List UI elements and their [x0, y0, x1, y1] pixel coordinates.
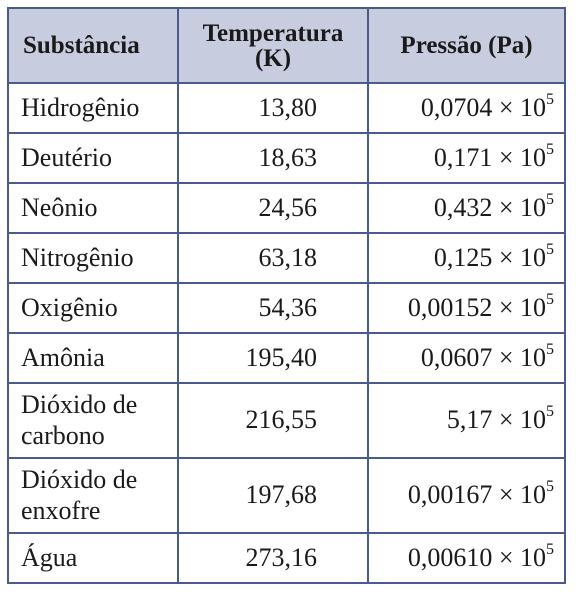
substance-cell: Dióxido de enxofre	[7, 457, 179, 534]
pressure-times-base: × 10	[498, 143, 546, 172]
temperature-cell: 216,55	[177, 382, 369, 459]
table-row: Deutério 18,63 0,171 × 105	[7, 132, 566, 184]
header-substance: Substância	[7, 7, 179, 84]
pressure-times-base: × 10	[498, 243, 546, 272]
pressure-cell: 0,432 × 105	[367, 182, 566, 234]
pressure-mantissa: 0,0704	[420, 93, 493, 122]
pressure-mantissa: 0,432	[433, 193, 493, 222]
pressure-exponent: 5	[546, 478, 554, 496]
temperature-cell: 195,40	[177, 332, 369, 384]
substance-cell: Nitrogênio	[7, 232, 179, 284]
header-pressure: Pressão (Pa)	[367, 7, 566, 84]
pressure-mantissa: 0,00152	[407, 293, 493, 322]
substance-cell: Deutério	[7, 132, 179, 184]
triple-point-table-container: Substância Temperatura (K) Pressão (Pa) …	[7, 7, 566, 584]
table-row: Nitrogênio 63,18 0,125 × 105	[7, 232, 566, 284]
table-row: Dióxido de enxofre 197,68 0,00167 × 105	[7, 457, 566, 534]
pressure-cell: 0,00610 × 105	[367, 532, 566, 584]
pressure-times-base: × 10	[498, 543, 546, 572]
pressure-mantissa: 0,125	[433, 243, 493, 272]
table-row: Dióxido de carbono 216,55 5,17 × 105	[7, 382, 566, 459]
pressure-mantissa: 0,00167	[407, 480, 493, 510]
table-body: Hidrogênio 13,80 0,0704 × 105 Deutério 1…	[7, 82, 566, 584]
pressure-cell: 0,0704 × 105	[367, 82, 566, 134]
table-header: Substância Temperatura (K) Pressão (Pa)	[7, 7, 566, 84]
pressure-mantissa: 0,0607	[420, 343, 493, 372]
header-row: Substância Temperatura (K) Pressão (Pa)	[7, 7, 566, 84]
pressure-exponent: 5	[546, 141, 554, 158]
pressure-cell: 5,17 × 105	[367, 382, 566, 459]
header-temperature: Temperatura (K)	[177, 7, 369, 84]
pressure-cell: 0,125 × 105	[367, 232, 566, 284]
table-row: Amônia 195,40 0,0607 × 105	[7, 332, 566, 384]
temperature-cell: 63,18	[177, 232, 369, 284]
substance-cell: Oxigênio	[7, 282, 179, 334]
pressure-exponent: 5	[546, 291, 554, 308]
pressure-cell: 0,171 × 105	[367, 132, 566, 184]
temperature-cell: 273,16	[177, 532, 369, 584]
pressure-times-base: × 10	[498, 293, 546, 322]
pressure-cell: 0,00152 × 105	[367, 282, 566, 334]
pressure-mantissa: 5,17	[446, 405, 493, 435]
table-row: Oxigênio 54,36 0,00152 × 105	[7, 282, 566, 334]
temperature-cell: 13,80	[177, 82, 369, 134]
pressure-cell: 0,00167 × 105	[367, 457, 566, 534]
pressure-times-base: × 10	[498, 405, 546, 435]
pressure-times-base: × 10	[498, 343, 546, 372]
pressure-exponent: 5	[546, 91, 554, 108]
substance-cell: Água	[7, 532, 179, 584]
pressure-mantissa: 0,171	[433, 143, 493, 172]
temperature-cell: 24,56	[177, 182, 369, 234]
pressure-exponent: 5	[546, 541, 554, 558]
pressure-exponent: 5	[546, 403, 554, 421]
pressure-exponent: 5	[546, 241, 554, 258]
temperature-cell: 18,63	[177, 132, 369, 184]
pressure-times-base: × 10	[498, 93, 546, 122]
pressure-mantissa: 0,00610	[407, 543, 493, 572]
substance-cell: Neônio	[7, 182, 179, 234]
substance-cell: Amônia	[7, 332, 179, 384]
pressure-cell: 0,0607 × 105	[367, 332, 566, 384]
pressure-exponent: 5	[546, 341, 554, 358]
substance-cell: Hidrogênio	[7, 82, 179, 134]
table-row: Água 273,16 0,00610 × 105	[7, 532, 566, 584]
table-row: Hidrogênio 13,80 0,0704 × 105	[7, 82, 566, 134]
temperature-cell: 54,36	[177, 282, 369, 334]
substance-cell: Dióxido de carbono	[7, 382, 179, 459]
pressure-exponent: 5	[546, 191, 554, 208]
pressure-times-base: × 10	[498, 193, 546, 222]
temperature-cell: 197,68	[177, 457, 369, 534]
pressure-times-base: × 10	[498, 480, 546, 510]
table-row: Neônio 24,56 0,432 × 105	[7, 182, 566, 234]
triple-point-table: Substância Temperatura (K) Pressão (Pa) …	[7, 7, 566, 584]
